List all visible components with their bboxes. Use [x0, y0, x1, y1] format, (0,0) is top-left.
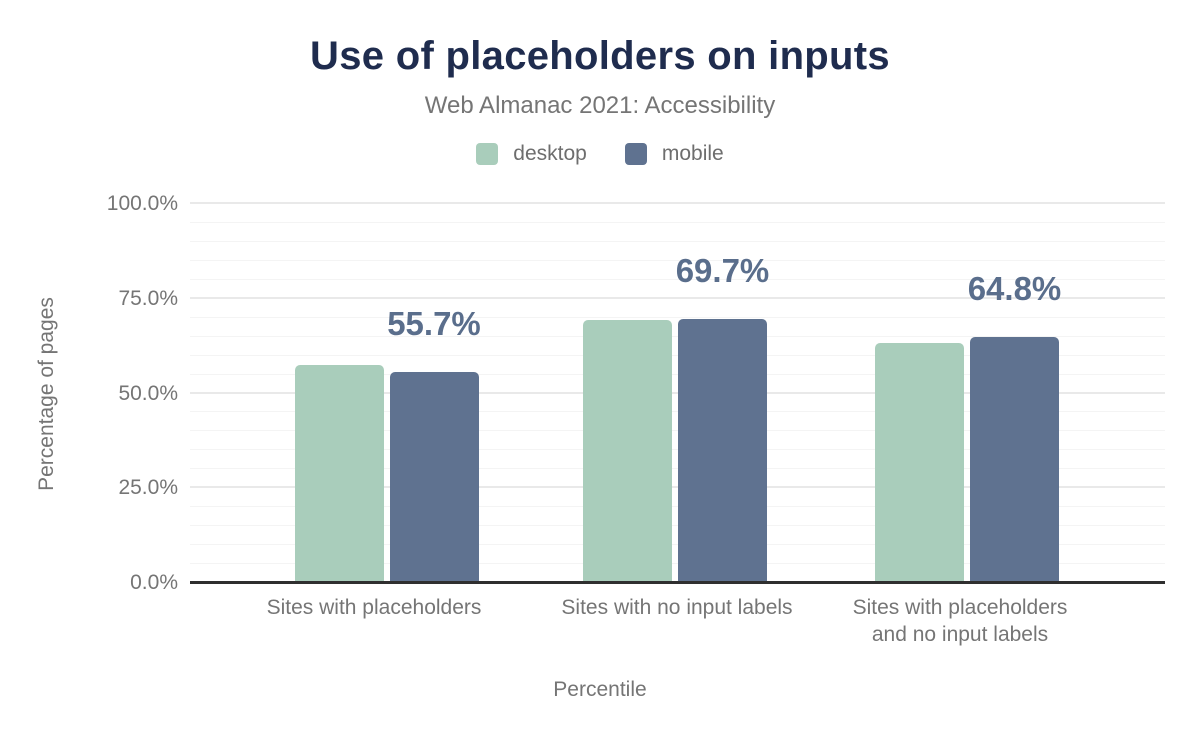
gridline-major — [190, 296, 1165, 299]
y-axis-tick-label: 25.0% — [118, 476, 178, 500]
legend-item-desktop[interactable]: desktop — [476, 142, 587, 166]
gridline-minor — [190, 506, 1165, 508]
gridline-minor — [190, 354, 1165, 356]
legend: desktop mobile — [0, 142, 1200, 166]
gridline-minor — [190, 525, 1165, 527]
x-axis-category-label: Sites with placeholders and no input labe… — [800, 594, 1120, 648]
gridline-minor — [190, 430, 1165, 432]
gridline-minor — [190, 468, 1165, 470]
gridline-major — [190, 391, 1165, 394]
plot-area: 55.7% 69.7% 64.8% — [190, 202, 1165, 584]
legend-label-desktop: desktop — [513, 142, 587, 165]
gridline-minor — [190, 563, 1165, 565]
legend-label-mobile: mobile — [661, 142, 724, 165]
chart-title: Use of placeholders on inputs — [310, 34, 890, 78]
gridline-minor — [190, 411, 1165, 413]
gridline-minor — [190, 278, 1165, 280]
gridline-minor — [190, 449, 1165, 451]
x-axis-line — [190, 581, 1165, 584]
gridline-major — [190, 202, 1165, 204]
x-axis-category-label: Sites with placeholders — [214, 594, 534, 621]
x-axis-category-label-line: and no input labels — [871, 623, 1049, 646]
chart-subtitle: Web Almanac 2021: Accessibility — [424, 92, 776, 119]
bar-mobile-3[interactable] — [970, 337, 1059, 583]
bar-mobile-1[interactable] — [389, 371, 479, 583]
x-axis-category-label-line: Sites with placeholders — [266, 596, 482, 619]
gridline-minor — [190, 544, 1165, 546]
bar-value-label: 55.7% — [387, 304, 481, 342]
gridline-minor — [190, 221, 1165, 223]
x-axis-category-label-line: Sites with placeholders — [852, 596, 1068, 619]
mobile-series-swatch-icon — [624, 143, 647, 165]
x-axis-title: Percentile — [553, 678, 647, 701]
bar-mobile-2[interactable] — [678, 318, 767, 583]
bar-value-label: 64.8% — [967, 270, 1062, 308]
desktop-series-swatch-icon — [476, 143, 499, 165]
bar-desktop-1[interactable] — [294, 365, 384, 583]
y-axis-tick-label: 100.0% — [106, 192, 178, 215]
gridline-major — [190, 486, 1165, 489]
x-axis-category-label-line: Sites with no input labels — [561, 596, 793, 619]
gridline-minor — [190, 335, 1165, 337]
y-axis-tick-label: 75.0% — [118, 286, 178, 310]
y-axis-tick-label: 0.0% — [130, 571, 178, 594]
gridline-minor — [190, 316, 1165, 318]
gridline-minor — [190, 373, 1165, 375]
x-axis-category-label: Sites with no input labels — [517, 594, 837, 621]
bar-desktop-3[interactable] — [875, 342, 964, 583]
legend-item-mobile[interactable]: mobile — [624, 142, 724, 166]
y-axis-tick-label: 50.0% — [118, 381, 178, 405]
bar-value-label: 69.7% — [675, 251, 770, 289]
bar-desktop-2[interactable] — [583, 320, 672, 583]
gridline-minor — [190, 240, 1165, 242]
gridline-minor — [190, 259, 1165, 261]
